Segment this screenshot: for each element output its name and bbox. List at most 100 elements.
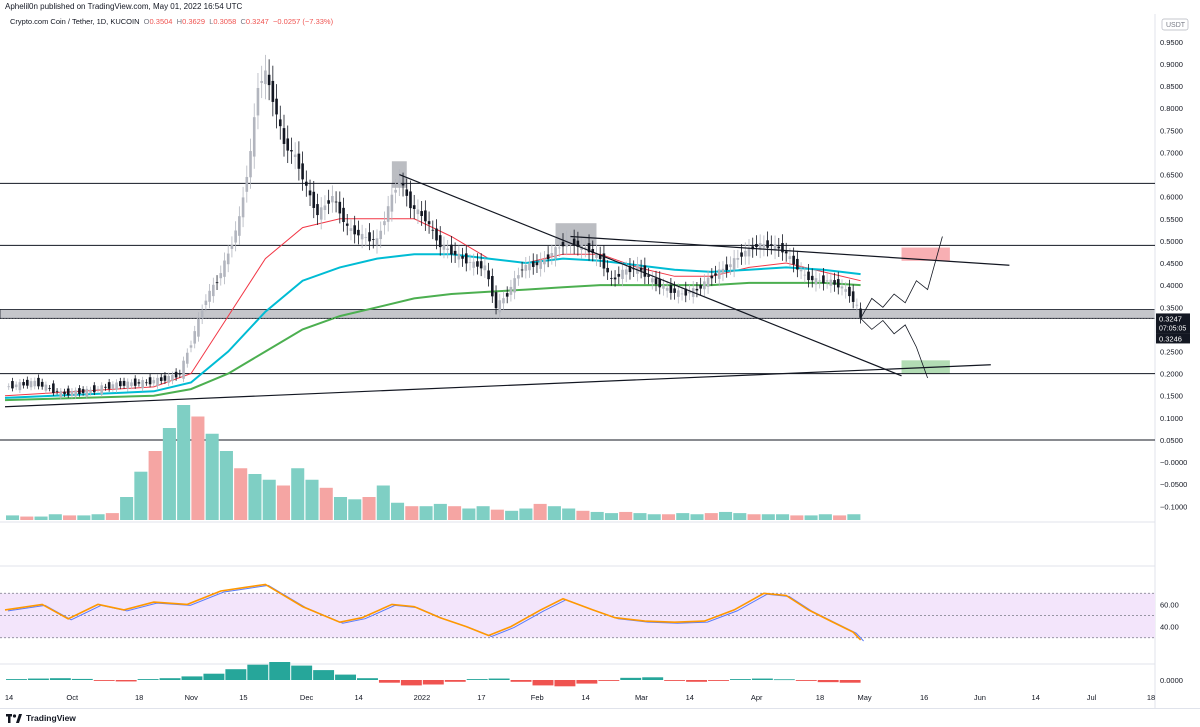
- candle-body: [152, 380, 156, 384]
- candle-body: [829, 279, 833, 286]
- macd-bar: [751, 678, 773, 680]
- volume-bar: [191, 416, 205, 520]
- volume-bar: [733, 513, 747, 520]
- price-tick-label: 0.9000: [1160, 60, 1183, 69]
- candle-body: [498, 300, 502, 313]
- chart-background: [0, 14, 1200, 708]
- publisher-text: Aphelil0n published on TradingView.com, …: [5, 2, 243, 11]
- macd-bar: [159, 678, 181, 680]
- candle-body: [729, 264, 732, 268]
- candle-body: [200, 310, 204, 319]
- candle-body: [662, 285, 665, 289]
- price-tick-label: 0.5000: [1160, 237, 1183, 246]
- candle-body: [126, 381, 130, 389]
- candle-body: [371, 239, 375, 240]
- candle-body: [305, 181, 308, 186]
- candle-body: [331, 196, 334, 203]
- rsi-pane: [0, 583, 1155, 642]
- high-label: H: [176, 17, 183, 26]
- candle-body: [736, 257, 740, 260]
- trendlines-layer: [4, 173, 1010, 408]
- candle-body: [494, 292, 498, 309]
- time-tick-label: Mar: [635, 693, 648, 702]
- time-tick-label: 15: [239, 693, 247, 702]
- macd-bar: [422, 680, 444, 685]
- price-tick-label: 0.6000: [1160, 193, 1183, 202]
- candle-body: [658, 278, 662, 288]
- candle-body: [401, 183, 405, 186]
- macd-bar: [6, 679, 27, 680]
- macd-bar: [313, 670, 335, 680]
- volume-bar: [661, 514, 676, 520]
- volume-bar: [761, 514, 775, 520]
- candle-body: [539, 260, 542, 269]
- candle-body: [230, 245, 234, 249]
- candle-body: [424, 210, 427, 222]
- candle-body: [197, 317, 200, 337]
- candle-body: [63, 391, 66, 395]
- price-tick-label: 0.8500: [1160, 82, 1183, 91]
- candle-body: [70, 391, 74, 396]
- candle-body: [781, 243, 784, 253]
- candle-body: [725, 264, 728, 271]
- candle-body: [182, 360, 185, 379]
- time-axis: 14 Oct 18 Nov 15 Dec 14 2022 17 Feb 14 Mar 14 Apr 18 Ma…: [5, 693, 1155, 702]
- volume-bar: [704, 513, 718, 520]
- macd-bar: [488, 678, 510, 680]
- macd-bar: [532, 680, 554, 686]
- candle-body: [732, 258, 736, 270]
- candle-body: [561, 241, 565, 247]
- candle-body: [442, 245, 446, 250]
- candle-body: [840, 286, 844, 289]
- candle-body: [96, 388, 100, 390]
- candle-body: [219, 273, 223, 279]
- volume-bar: [490, 509, 504, 520]
- candle-body: [7, 386, 11, 388]
- open-label: O: [143, 17, 150, 26]
- candle-body: [133, 378, 137, 386]
- volume-bar: [63, 515, 77, 520]
- macd-bar: [708, 680, 729, 681]
- volume-bar: [234, 468, 248, 520]
- candle-body: [282, 128, 286, 144]
- candle-body: [141, 380, 144, 389]
- candle-body: [145, 382, 148, 384]
- candle-body: [431, 229, 435, 231]
- projection-down-path: [860, 318, 928, 379]
- open-value: 0.3504: [149, 17, 173, 26]
- time-tick-label: Dec: [300, 693, 314, 702]
- candle-body: [557, 247, 561, 249]
- candle-body: [740, 252, 743, 257]
- macd-bar: [71, 678, 93, 680]
- volume-bar: [276, 485, 290, 520]
- candle-body: [208, 290, 211, 302]
- candle-body: [290, 150, 293, 152]
- candle-body: [792, 255, 795, 265]
- price-tick-label: 0.3500: [1160, 303, 1183, 312]
- candle-body: [598, 254, 602, 259]
- candle-body: [669, 285, 673, 293]
- price-tick-label: 0.2000: [1160, 370, 1183, 379]
- candle-body: [379, 230, 383, 240]
- candle-body: [249, 151, 252, 178]
- candle-body: [505, 293, 509, 297]
- candle-body: [717, 269, 721, 279]
- candle-body: [66, 388, 70, 396]
- candle-body: [416, 209, 420, 215]
- volume-bar: [818, 514, 832, 520]
- candle-body: [621, 269, 624, 279]
- volume-bar: [391, 502, 405, 520]
- volume-bar: [205, 433, 219, 520]
- time-tick-label: 16: [920, 693, 928, 702]
- candle-body: [345, 223, 349, 226]
- macd-bar: [554, 680, 576, 687]
- candle-body: [807, 271, 810, 281]
- volume-bar: [633, 513, 647, 520]
- candle-body: [535, 262, 539, 266]
- candle-body: [204, 300, 208, 305]
- macd-bar: [93, 680, 115, 681]
- candle-body: [215, 282, 219, 284]
- chart-canvas[interactable]: 60.00 40.00 0.0000 0.9500 0.9000 0.8500 0.8000…: [0, 14, 1200, 708]
- candle-body: [22, 382, 25, 386]
- candle-body: [531, 261, 535, 267]
